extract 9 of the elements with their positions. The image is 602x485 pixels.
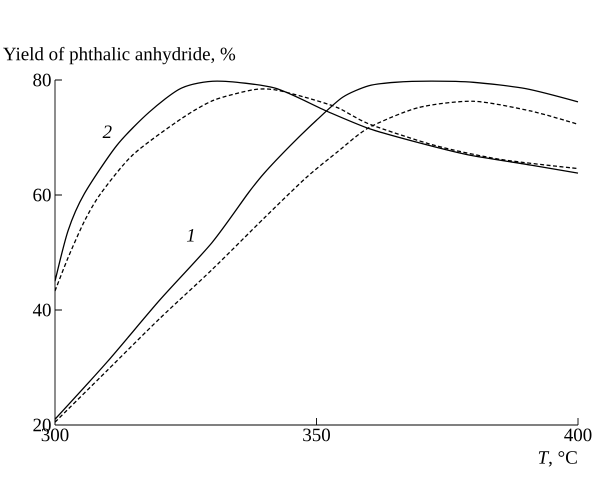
y-axis-title: Yield of phthalic anhydride, % (3, 46, 236, 64)
x-tick-label: 350 (303, 428, 330, 442)
y-tick-label: 60 (33, 188, 51, 202)
y-tick-label: 40 (32, 304, 51, 316)
x-tick-label: 400 (564, 428, 592, 442)
x-axis-title: T, °C (538, 451, 577, 467)
annotation: 2 (102, 125, 112, 138)
y-tick-label: 80 (33, 74, 51, 86)
annotation: 1 (186, 229, 194, 242)
